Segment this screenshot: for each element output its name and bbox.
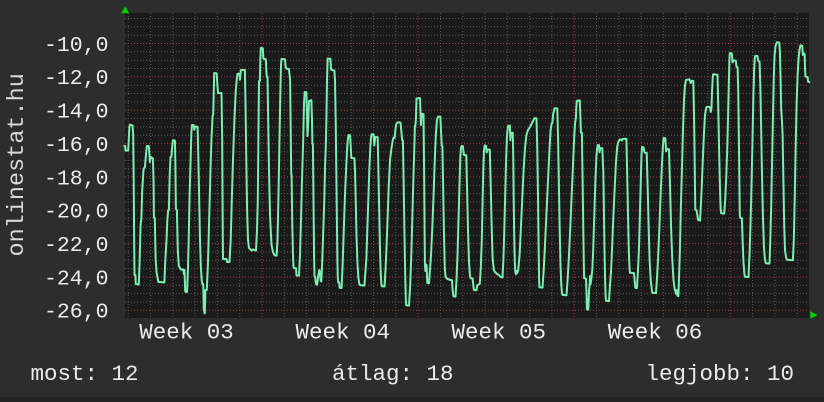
svg-text:Week 03: Week 03 — [139, 320, 234, 346]
svg-text:most: 12: most: 12 — [31, 361, 139, 387]
svg-text:-16,0: -16,0 — [44, 134, 109, 158]
svg-text:onlinestat.hu: onlinestat.hu — [4, 73, 31, 256]
svg-text:átlag: 18: átlag: 18 — [332, 361, 454, 387]
svg-text:Week 05: Week 05 — [452, 320, 547, 346]
svg-text:-14,0: -14,0 — [44, 101, 109, 125]
svg-text:-10,0: -10,0 — [44, 34, 109, 58]
svg-text:-24,0: -24,0 — [44, 267, 109, 291]
svg-text:-20,0: -20,0 — [44, 201, 109, 225]
svg-text:Week 06: Week 06 — [608, 320, 703, 346]
svg-text:-12,0: -12,0 — [44, 67, 109, 91]
svg-text:Week 04: Week 04 — [295, 320, 390, 346]
svg-text:-26,0: -26,0 — [44, 301, 109, 325]
svg-text:-22,0: -22,0 — [44, 234, 109, 258]
svg-text:legjobb: 10: legjobb: 10 — [646, 361, 795, 387]
svg-text:-18,0: -18,0 — [44, 167, 109, 191]
